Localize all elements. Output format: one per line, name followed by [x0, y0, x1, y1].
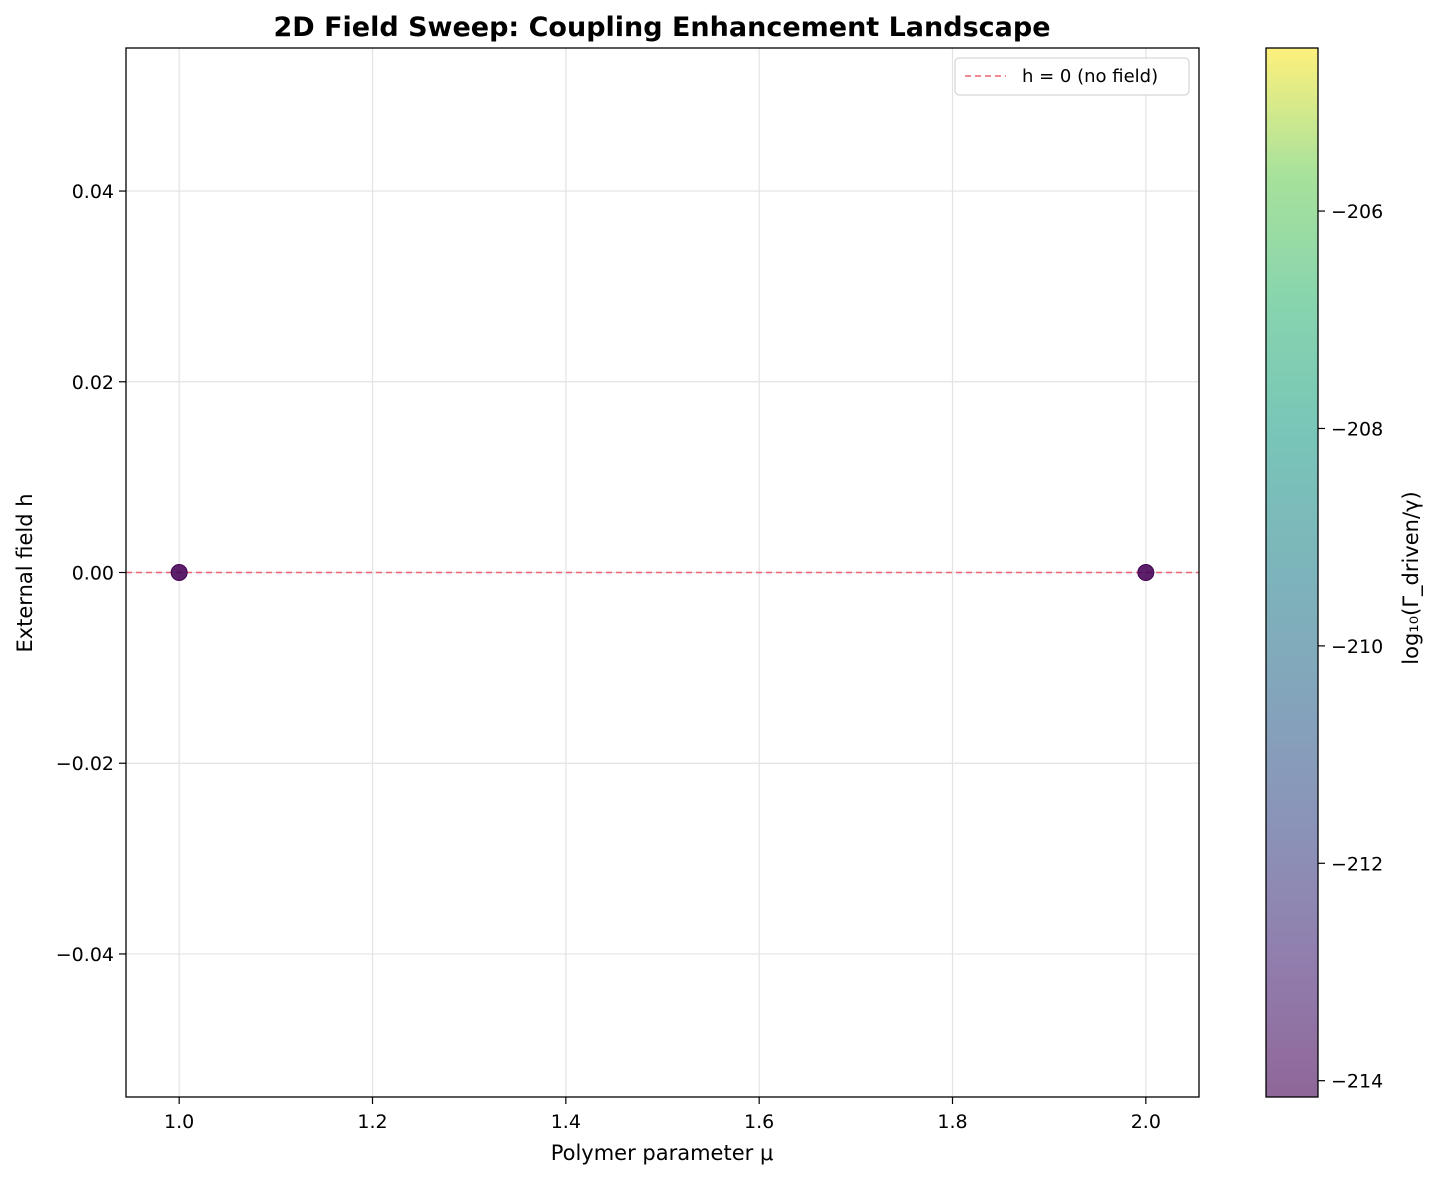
colorbar: −206 −208 −210 −212 −214 log₁₀(Γ_driven/γ) [1265, 47, 1424, 1098]
y-axis-label: External field h [13, 493, 37, 652]
y-tick-label: −0.02 [56, 753, 114, 775]
legend-box [954, 57, 1190, 96]
y-tick-label: −0.04 [56, 944, 114, 966]
data-point [170, 564, 188, 581]
x-axis: 1.0 1.2 1.4 1.6 1.8 2.0 [164, 1097, 1161, 1133]
y-tick-label: 0.04 [72, 181, 114, 203]
y-tick-label: 0.02 [72, 372, 114, 394]
points-group [170, 564, 1155, 581]
legend[interactable]: h = 0 (no field) [954, 57, 1190, 96]
x-tick-label: 1.2 [357, 1111, 387, 1133]
colorbar-ticks: −206 −208 −210 −212 −214 [1318, 201, 1383, 1093]
x-axis-label: Polymer parameter μ [551, 1141, 774, 1165]
data-point [1137, 564, 1155, 581]
colorbar-label: log₁₀(Γ_driven/γ) [1399, 491, 1424, 664]
x-tick-label: 1.8 [937, 1111, 967, 1133]
colorbar-tick-label: −212 [1331, 853, 1383, 875]
colorbar-tick-label: −210 [1331, 636, 1383, 658]
colorbar-tick-label: −214 [1331, 1071, 1383, 1093]
colorbar-tick-label: −208 [1331, 418, 1383, 440]
y-axis: 0.04 0.02 0.00 −0.02 −0.04 [56, 181, 126, 966]
x-tick-label: 1.0 [164, 1111, 194, 1133]
y-tick-label: 0.00 [72, 563, 114, 585]
legend-label: h = 0 (no field) [1022, 66, 1158, 87]
chart-title: 2D Field Sweep: Coupling Enhancement Lan… [273, 12, 1050, 43]
colorbar-frame [1265, 47, 1319, 1098]
colorbar-gradient [1266, 48, 1318, 1097]
x-tick-label: 1.6 [744, 1111, 774, 1133]
colorbar-tick-label: −206 [1331, 201, 1383, 223]
x-tick-label: 1.4 [551, 1111, 581, 1133]
x-tick-label: 2.0 [1131, 1111, 1161, 1133]
